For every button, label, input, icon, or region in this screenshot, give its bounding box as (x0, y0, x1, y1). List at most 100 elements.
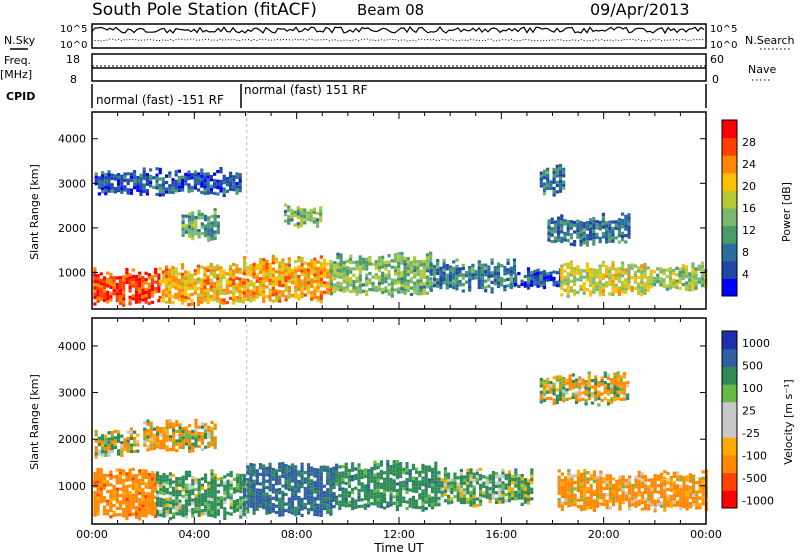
echo-cell (542, 379, 547, 383)
echo-cell (526, 280, 531, 284)
echo-cell (150, 291, 155, 295)
echo-cell (649, 282, 653, 286)
echo-cell (477, 282, 481, 286)
echo-cell (490, 271, 494, 275)
echo-cell (562, 376, 566, 380)
echo-cell (450, 491, 454, 495)
echo-cell (389, 487, 393, 491)
echo-cell (640, 507, 644, 511)
echo-cell (225, 301, 229, 305)
echo-cell (165, 503, 169, 507)
echo-cell (290, 469, 295, 473)
echo-cell (336, 281, 340, 285)
echo-cell (684, 281, 689, 285)
echo-cell (180, 272, 185, 276)
echo-cell (141, 494, 145, 498)
echo-cell (181, 214, 185, 218)
echo-cell (134, 512, 139, 516)
echo-cell (386, 501, 390, 505)
echo-cell (357, 498, 361, 502)
echo-cell (443, 492, 447, 496)
echo-cell (387, 263, 391, 267)
echo-cell (290, 208, 294, 212)
echo-cell (400, 255, 404, 259)
echo-cell (562, 389, 566, 393)
echo-cell (418, 483, 422, 487)
echo-cell (131, 487, 135, 491)
echo-cell (650, 484, 654, 488)
echo-cell (102, 508, 107, 513)
echo-cell (194, 228, 198, 233)
echo-cell (615, 486, 619, 490)
echo-cell (619, 384, 623, 389)
echo-cell (164, 290, 169, 295)
echo-cell (574, 391, 579, 395)
echo-cell (144, 294, 148, 298)
echo-cell (99, 481, 103, 485)
echo-cell (274, 257, 279, 261)
echo-cell (181, 507, 185, 511)
echo-cell (601, 235, 605, 239)
echo-cell (480, 266, 485, 270)
echo-cell (147, 508, 151, 512)
echo-cell (615, 479, 619, 484)
echo-cell (190, 276, 194, 281)
echo-cell (550, 230, 554, 234)
echo-cell (422, 269, 426, 273)
echo-cell (187, 231, 192, 235)
echo-cell (235, 295, 239, 300)
echo-cell (258, 261, 263, 265)
echo-cell (128, 474, 132, 478)
echo-cell (204, 479, 208, 483)
echo-cell (252, 266, 256, 270)
echo-cell (313, 490, 317, 494)
echo-cell (122, 297, 126, 301)
echo-cell (145, 189, 149, 193)
echo-cell (139, 189, 143, 193)
echo-cell (262, 274, 266, 278)
echo-cell (106, 281, 110, 285)
echo-cell (93, 481, 97, 485)
echo-cell (287, 487, 291, 491)
echo-cell (332, 485, 336, 489)
echo-cell (425, 282, 430, 286)
echo-cell (306, 482, 311, 486)
echo-cell (93, 475, 97, 479)
echo-cell (146, 448, 150, 452)
echo-cell (434, 468, 438, 472)
echo-cell (144, 485, 148, 489)
echo-cell (520, 490, 524, 494)
echo-cell (252, 495, 256, 499)
echo-cell (316, 481, 320, 485)
echo-cell (223, 488, 227, 492)
echo-cell (342, 267, 346, 271)
echo-cell (338, 471, 342, 475)
echo-cell (300, 279, 304, 283)
echo-cell (605, 227, 609, 231)
echo-cell (374, 260, 378, 264)
echo-cell (421, 492, 425, 496)
echo-cell (503, 272, 507, 276)
echo-cell (316, 276, 320, 280)
echo-cell (313, 503, 317, 507)
echo-cell (371, 285, 375, 289)
echo-cell (436, 259, 440, 263)
echo-cell (252, 505, 256, 509)
echo-cell (389, 477, 393, 481)
echo-cell (125, 485, 129, 489)
echo-cell (384, 276, 388, 280)
echo-cell (646, 266, 650, 270)
echo-cell (345, 272, 350, 276)
echo-cell (213, 439, 217, 443)
echo-cell (485, 489, 489, 493)
echo-cell (585, 243, 589, 247)
echo-cell (249, 501, 253, 505)
echo-cell (129, 172, 133, 176)
echo-cell (338, 487, 342, 491)
echo-cell (644, 484, 648, 488)
echo-cell (468, 275, 472, 279)
echo-cell (310, 284, 314, 288)
echo-cell (587, 397, 591, 401)
echo-cell (316, 295, 320, 299)
echo-cell (399, 497, 403, 501)
